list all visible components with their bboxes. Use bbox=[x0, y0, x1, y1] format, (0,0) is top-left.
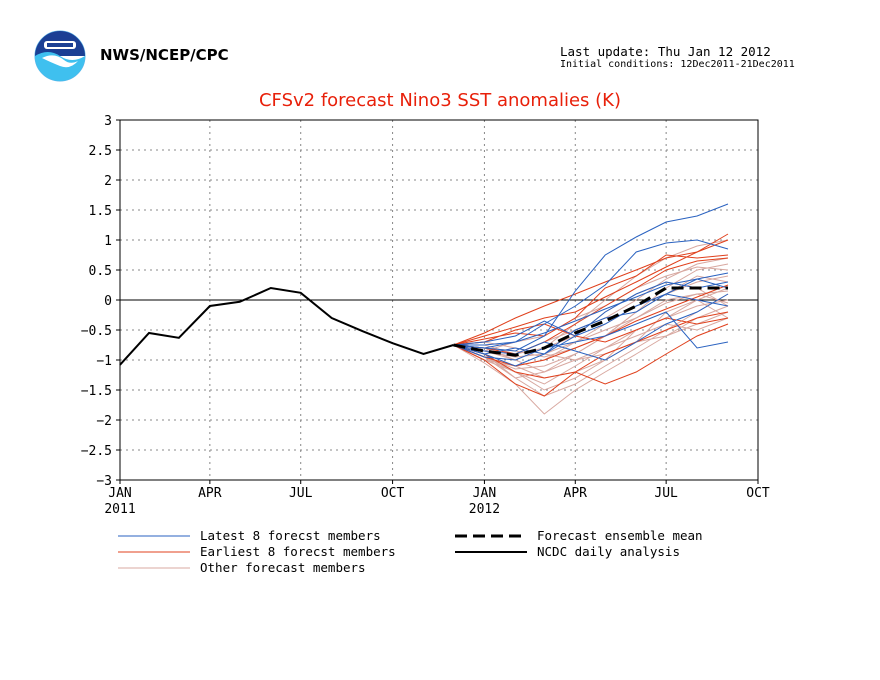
ensemble-mean-line bbox=[453, 286, 728, 357]
organization-name: NWS/NCEP/CPC bbox=[100, 46, 229, 64]
plot-frame bbox=[119, 119, 759, 481]
latest-member-line bbox=[453, 311, 729, 361]
y-tick-label: −3 bbox=[96, 474, 112, 489]
y-tick-label: −2.5 bbox=[81, 444, 112, 459]
other-member-line bbox=[453, 299, 729, 391]
x-tick-label: JUL bbox=[654, 486, 678, 501]
legend: Latest 8 forecst members Forecast ensembl… bbox=[118, 528, 703, 575]
legend-label-analysis: NCDC daily analysis bbox=[537, 544, 680, 559]
axes: 32.521.510.50−0.5−1−1.5−2−2.5−3JAN2011AP… bbox=[81, 114, 770, 517]
latest-member-line bbox=[453, 203, 729, 352]
y-tick-label: −0.5 bbox=[81, 324, 112, 339]
analysis-series bbox=[119, 286, 454, 366]
x-tick-label: OCT bbox=[746, 486, 770, 501]
x-tick-label: JAN bbox=[473, 486, 496, 501]
x-tick-label: JUL bbox=[289, 486, 313, 501]
latest-member-line bbox=[453, 293, 729, 346]
latest-member-line bbox=[453, 278, 729, 349]
x-tick-label: JAN bbox=[108, 486, 131, 501]
earliest-member-line bbox=[453, 254, 729, 346]
grid bbox=[120, 120, 758, 480]
earliest-member-line bbox=[453, 311, 729, 397]
earliest-member-line bbox=[453, 239, 729, 346]
latest-member-line bbox=[453, 239, 729, 346]
earliest-member-line bbox=[453, 323, 729, 385]
latest-members bbox=[453, 203, 729, 367]
legend-label-other: Other forecast members bbox=[200, 560, 366, 575]
y-tick-label: 1 bbox=[104, 234, 112, 249]
y-tick-label: −2 bbox=[96, 414, 112, 429]
x-tick-label: OCT bbox=[381, 486, 405, 501]
noaa-logo bbox=[34, 30, 86, 82]
chart-title: CFSv2 forecast Nino3 SST anomalies (K) bbox=[258, 90, 622, 111]
x-year-label: 2012 bbox=[469, 502, 500, 517]
analysis-line bbox=[119, 286, 454, 366]
x-tick-label: APR bbox=[564, 486, 588, 501]
y-tick-label: 0 bbox=[104, 294, 112, 309]
legend-label-earliest: Earliest 8 forecst members bbox=[200, 544, 396, 559]
y-tick-label: 1.5 bbox=[89, 204, 112, 219]
legend-label-mean: Forecast ensemble mean bbox=[537, 528, 703, 543]
ensemble-mean-series bbox=[453, 286, 728, 357]
earliest-member-line bbox=[453, 284, 729, 367]
earliest-member-line bbox=[453, 233, 729, 346]
other-members bbox=[453, 239, 729, 415]
y-tick-label: 0.5 bbox=[89, 264, 112, 279]
y-tick-label: −1 bbox=[96, 354, 112, 369]
y-tick-label: 2 bbox=[104, 174, 112, 189]
last-update: Last update: Thu Jan 12 2012 bbox=[560, 44, 771, 59]
x-year-label: 2011 bbox=[104, 502, 135, 517]
y-tick-label: 3 bbox=[104, 114, 112, 129]
y-tick-label: 2.5 bbox=[89, 144, 112, 159]
earliest-member-line bbox=[453, 317, 729, 346]
legend-label-latest: Latest 8 forecst members bbox=[200, 528, 381, 543]
x-tick-label: APR bbox=[198, 486, 222, 501]
initial-conditions: Initial conditions: 12Dec2011-21Dec2011 bbox=[560, 59, 795, 70]
y-tick-label: −1.5 bbox=[81, 384, 112, 399]
